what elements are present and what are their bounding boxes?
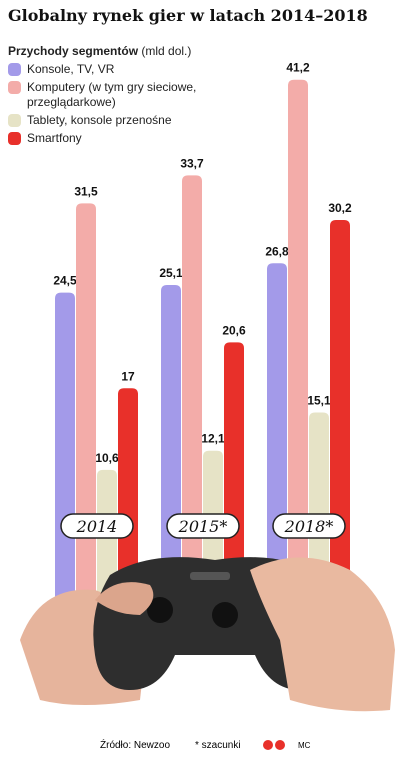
legend-entry: Konsole, TV, VR [8, 62, 238, 77]
value-label: 30,2 [328, 201, 352, 215]
value-label: 25,1 [159, 266, 183, 280]
legend-label: Tablety, konsole przenośne [27, 113, 172, 127]
stick [147, 597, 173, 623]
bar [182, 175, 202, 605]
bar [76, 203, 96, 605]
value-label: 31,5 [74, 184, 98, 198]
x-tick-label: 2018* [284, 517, 334, 536]
legend-label: Komputery (w tym gry sieciowe, przegląda… [27, 80, 197, 109]
unit: (mld dol.) [141, 44, 192, 58]
year-labels: 2014 2015* 2018* [60, 513, 346, 539]
legend-entry: Komputery (w tym gry sieciowe, przegląda… [8, 80, 238, 110]
year-box [166, 513, 240, 539]
bar [330, 219, 350, 605]
legend-label: Smartfony [27, 131, 82, 145]
bars: 24,5 31,5 10,6 17 25,1 33,7 12,1 20,6 26,8 41,2 15… [53, 61, 352, 605]
legend-swatch [8, 114, 21, 127]
legend-entry: Smartfony [8, 131, 238, 146]
value-label: 17 [121, 369, 135, 383]
legend-swatch [8, 81, 21, 94]
bar [309, 412, 329, 605]
x-tick-label: 2015* [178, 517, 228, 536]
bar [288, 79, 308, 605]
value-label: 33,7 [180, 156, 204, 170]
year-box [272, 513, 346, 539]
note: * szacunki [195, 740, 241, 751]
bar [118, 388, 138, 605]
logo [263, 740, 273, 750]
legend-label: Konsole, TV, VR [27, 62, 115, 76]
bar [55, 292, 75, 605]
legend: Przychody segmentów (mld dol.) Konsole, … [8, 44, 238, 149]
bar [161, 284, 181, 605]
controller-illustration [20, 557, 395, 712]
bar [267, 263, 287, 605]
x-tick-label: 2014 [76, 517, 118, 536]
credit: MC [298, 741, 311, 750]
value-label: 20,6 [222, 323, 246, 337]
legend-title-text: Przychody segmentów [8, 44, 139, 58]
bar [224, 342, 244, 605]
legend-swatch [8, 63, 21, 76]
legend-entry: Tablety, konsole przenośne [8, 113, 238, 128]
value-label: 15,1 [307, 393, 331, 407]
logo [275, 740, 285, 750]
value-label: 26,8 [265, 244, 289, 258]
source: Źródło: Newzoo [100, 738, 170, 751]
legend-swatch [8, 132, 21, 145]
value-label: 24,5 [53, 274, 77, 288]
year-box [60, 513, 134, 539]
chart-title: Globalny rynek gier w latach 2014–2018 [8, 6, 368, 25]
controller-detail [190, 572, 230, 580]
legend-title: Przychody segmentów (mld dol.) [8, 44, 238, 58]
right-hand [250, 557, 395, 712]
stick [212, 602, 238, 628]
left-thumb [95, 582, 154, 615]
value-label: 12,1 [201, 432, 225, 446]
value-label: 10,6 [95, 451, 119, 465]
value-label: 41,2 [286, 61, 310, 75]
